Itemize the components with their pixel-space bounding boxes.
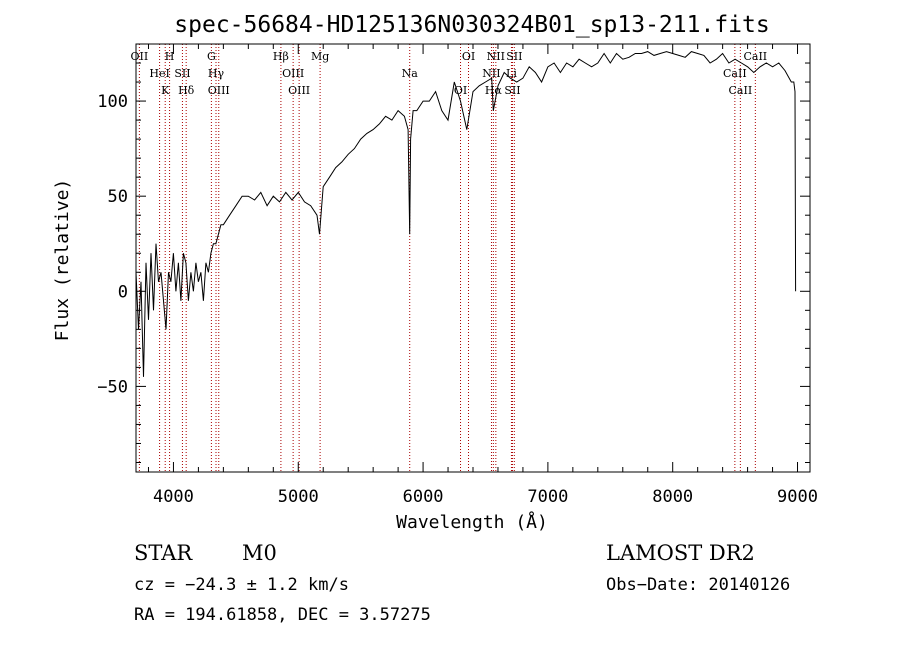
line-label-9: Hβ bbox=[273, 50, 289, 63]
line-label-15: OI bbox=[462, 50, 475, 63]
x-tick-label-4000: 4000 bbox=[153, 487, 194, 507]
line-label-5: Hδ bbox=[178, 84, 195, 97]
line-label-3: H bbox=[165, 50, 175, 63]
x-tick-label-6000: 6000 bbox=[403, 487, 444, 507]
y-tick-label-0: 0 bbox=[118, 282, 128, 302]
x-axis-label: Wavelength (Å) bbox=[396, 511, 548, 533]
line-label-12: Mg bbox=[311, 50, 329, 63]
line-label-4: SII bbox=[174, 67, 190, 80]
emission-line-markers bbox=[138, 44, 756, 472]
line-label-1: HeI bbox=[149, 67, 169, 80]
x-tick-label-5000: 5000 bbox=[278, 487, 319, 507]
y-tick-label--50: −50 bbox=[97, 377, 128, 397]
y-axis: −50 0 50 100 bbox=[97, 43, 810, 463]
line-label-0: OII bbox=[131, 50, 149, 63]
y-axis-label: Flux (relative) bbox=[52, 179, 73, 342]
survey-name: LAMOST DR2 bbox=[606, 541, 755, 565]
line-label-6: G bbox=[207, 50, 216, 63]
line-label-8: OIII bbox=[208, 84, 230, 97]
object-class: STAR bbox=[134, 541, 193, 565]
x-tick-label-9000: 9000 bbox=[777, 487, 818, 507]
line-label-2: K bbox=[161, 84, 170, 97]
line-label-7: Hγ bbox=[208, 67, 225, 80]
line-label-23: CaII bbox=[729, 84, 753, 97]
subclass: M0 bbox=[242, 541, 277, 565]
chart-title: spec-56684-HD125136N030324B01_sp13-211.f… bbox=[174, 12, 769, 38]
line-label-10: OIII bbox=[282, 67, 304, 80]
spectrum-line bbox=[135, 51, 797, 377]
line-label-24: CaII bbox=[743, 50, 767, 63]
y-tick-label-50: 50 bbox=[108, 187, 128, 207]
line-label-20: SII bbox=[504, 84, 520, 97]
x-axis: 4000 5000 6000 7000 8000 9000 bbox=[147, 44, 818, 507]
line-label-14: OI bbox=[454, 84, 467, 97]
x-tick-label-7000: 7000 bbox=[527, 487, 568, 507]
line-label-11: OIII bbox=[288, 84, 310, 97]
line-label-13: Na bbox=[402, 67, 419, 80]
line-label-17: Hα bbox=[485, 84, 503, 97]
observation-date: Obs−Date: 20140126 bbox=[606, 575, 790, 595]
line-label-22: CaII bbox=[723, 67, 747, 80]
line-label-21: SII bbox=[506, 50, 522, 63]
x-tick-label-8000: 8000 bbox=[652, 487, 693, 507]
line-label-18: NII bbox=[487, 50, 505, 63]
plot-frame bbox=[135, 43, 811, 473]
redshift-cz: cz = −24.3 ± 1.2 km/s bbox=[134, 575, 349, 595]
coordinates: RA = 194.61858, DEC = 3.57275 bbox=[134, 605, 431, 625]
line-label-19: Li bbox=[506, 67, 517, 80]
y-tick-label-100: 100 bbox=[97, 92, 128, 112]
line-label-16: NII bbox=[482, 67, 500, 80]
